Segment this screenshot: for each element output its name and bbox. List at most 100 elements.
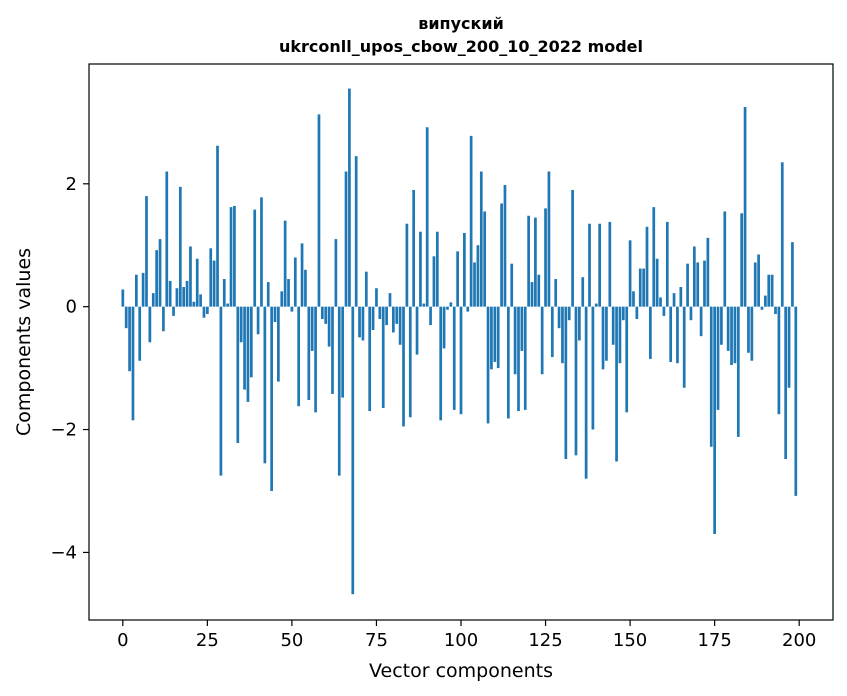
- bar: [757, 254, 760, 307]
- bar: [334, 239, 338, 307]
- bar: [476, 245, 480, 307]
- bar: [736, 306, 740, 437]
- bar: [331, 306, 334, 394]
- bar: [669, 306, 673, 362]
- chart-subtitle: ukrconll_upos_cbow_200_10_2022 model: [279, 37, 643, 56]
- bar: [699, 306, 703, 337]
- bar: [145, 196, 148, 307]
- bar: [449, 302, 453, 307]
- bar: [364, 271, 368, 307]
- bar: [638, 268, 642, 307]
- bar: [676, 306, 679, 364]
- bar: [686, 263, 689, 307]
- bar: [185, 280, 189, 307]
- bar: [503, 185, 507, 307]
- bar: [523, 306, 527, 410]
- x-tick-label: 25: [196, 630, 219, 651]
- bar: [601, 306, 605, 370]
- bar: [429, 306, 432, 326]
- x-tick-label: 175: [697, 630, 731, 651]
- bar: [794, 306, 798, 496]
- bar: [138, 306, 142, 361]
- bar: [392, 306, 395, 333]
- bar: [260, 197, 263, 307]
- bar: [486, 306, 490, 424]
- y-axis-label: Components values: [13, 248, 35, 436]
- bar: [479, 171, 483, 307]
- bar: [452, 306, 456, 410]
- bar: [625, 306, 629, 413]
- plot-frame: [88, 63, 834, 621]
- bar: [202, 306, 206, 318]
- bar: [696, 262, 700, 307]
- bar: [787, 306, 791, 388]
- bar: [740, 213, 744, 307]
- x-axis-label: Vector components: [369, 660, 553, 682]
- y-tick-label: −2: [50, 420, 77, 441]
- y-tick-label: 2: [66, 174, 77, 195]
- bar: [351, 306, 355, 595]
- bars-group: [121, 88, 798, 595]
- bar: [469, 135, 473, 307]
- bar: [320, 306, 324, 319]
- bar: [527, 215, 530, 307]
- bar: [222, 279, 226, 307]
- bar: [784, 306, 788, 460]
- bar: [770, 274, 774, 307]
- x-tick-label: 125: [528, 630, 562, 651]
- bar: [141, 272, 145, 307]
- bar: [249, 306, 253, 378]
- bar: [270, 306, 273, 491]
- bar: [239, 306, 243, 343]
- bar: [645, 226, 649, 307]
- bar: [605, 306, 608, 361]
- bar: [632, 291, 635, 307]
- bar: [483, 211, 487, 307]
- bar: [446, 306, 449, 310]
- bar: [162, 306, 165, 332]
- x-tick-label: 50: [280, 630, 303, 651]
- bar: [621, 306, 625, 321]
- bar: [432, 256, 436, 307]
- bar: [304, 269, 307, 307]
- bar: [473, 262, 476, 307]
- bar: [791, 242, 794, 307]
- bar: [297, 306, 301, 407]
- y-tick-label: −4: [50, 542, 77, 563]
- bar: [574, 306, 578, 456]
- bar: [564, 306, 568, 460]
- bar: [720, 306, 723, 345]
- bar: [172, 306, 175, 316]
- bar: [415, 306, 419, 355]
- bar: [760, 306, 764, 310]
- bar: [774, 306, 777, 315]
- bar: [148, 306, 152, 343]
- bar: [544, 208, 547, 307]
- bar: [689, 306, 693, 321]
- bar: [520, 306, 524, 351]
- bar: [706, 237, 710, 307]
- bar: [307, 306, 311, 401]
- bar: [780, 162, 784, 307]
- bar: [615, 306, 618, 462]
- bar: [337, 306, 341, 476]
- bar: [557, 306, 561, 329]
- bar: [361, 306, 365, 341]
- bar: [378, 306, 382, 319]
- bar: [317, 114, 321, 307]
- bar: [510, 263, 514, 307]
- bar: [412, 189, 416, 307]
- bar: [777, 306, 781, 415]
- bar: [649, 306, 652, 359]
- bar: [567, 306, 571, 321]
- x-tick-label: 100: [444, 630, 478, 651]
- bar: [628, 240, 632, 307]
- bar: [121, 289, 125, 307]
- bar: [226, 303, 230, 307]
- bar: [158, 239, 162, 307]
- bar: [655, 258, 659, 307]
- y-tick-label: 0: [66, 297, 77, 318]
- bar: [381, 306, 385, 409]
- x-tick-label: 200: [782, 630, 816, 651]
